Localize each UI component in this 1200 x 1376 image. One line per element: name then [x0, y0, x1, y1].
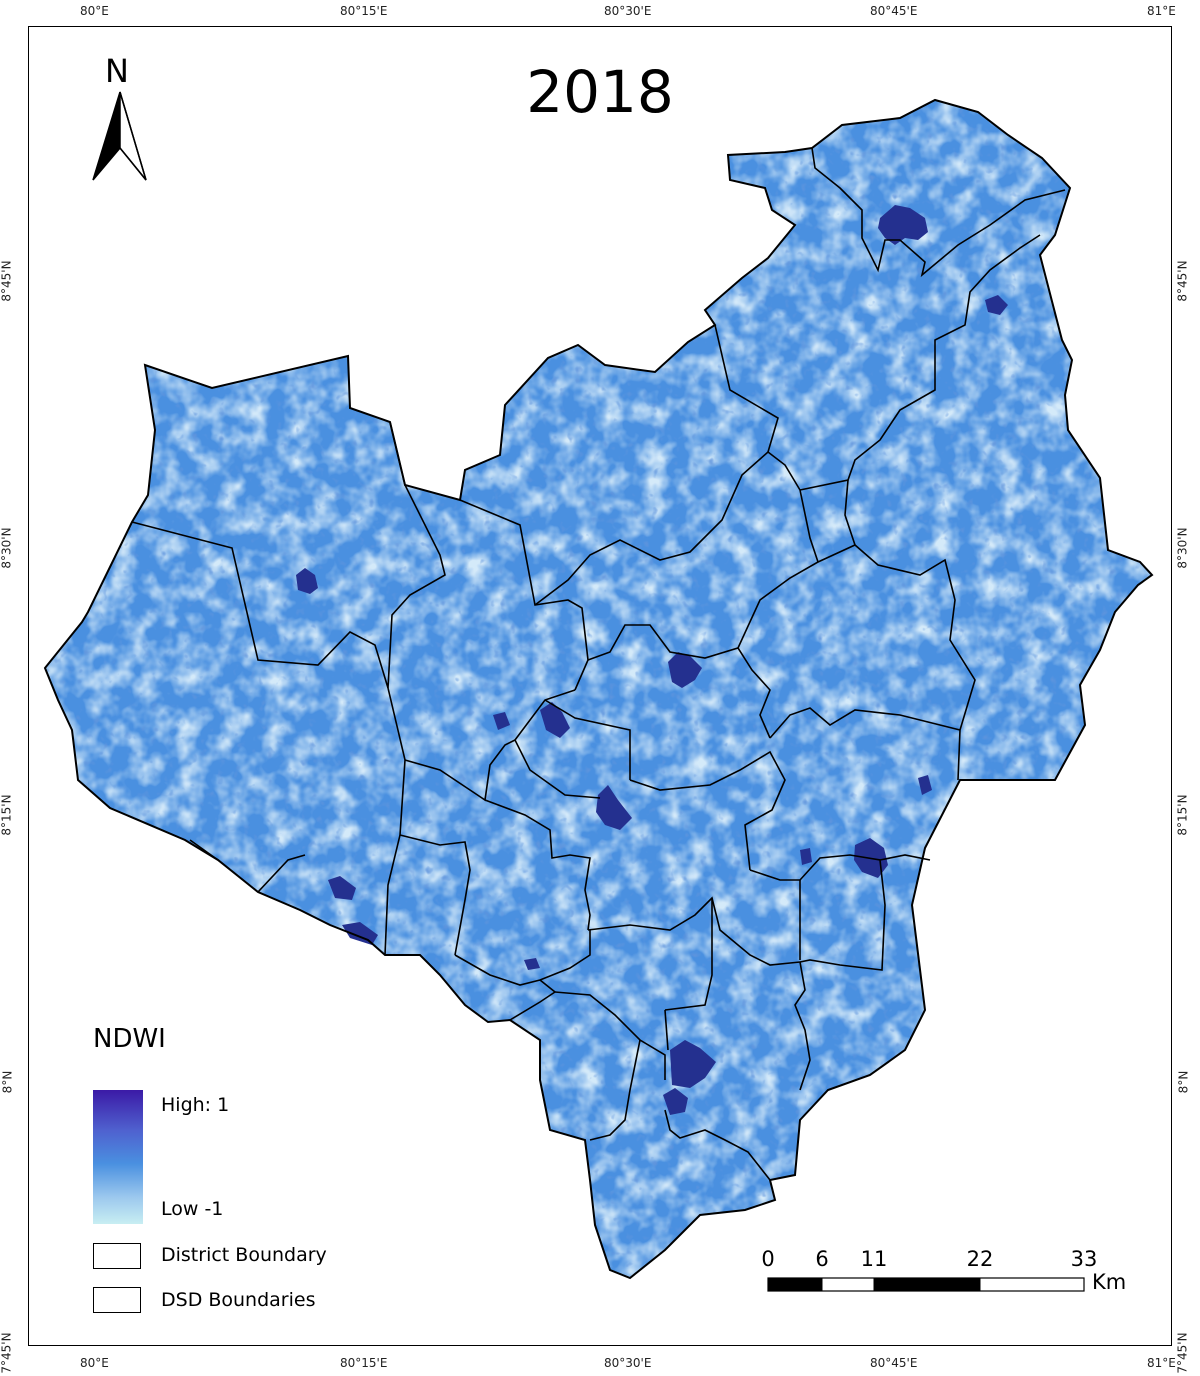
district-boundary-swatch — [93, 1243, 141, 1269]
dsd-boundary-line — [484, 799, 591, 931]
reservoir — [663, 1088, 688, 1115]
dsd-boundary-line — [664, 1009, 669, 1051]
reservoir — [800, 848, 812, 865]
scale-bar-segment — [979, 1277, 1085, 1292]
ndwi-color-ramp — [93, 1090, 143, 1224]
scale-bar-outline — [767, 1277, 1085, 1292]
dsd-boundary-line — [514, 689, 601, 799]
dsd-boundary-line — [811, 147, 1066, 278]
reservoir — [493, 712, 510, 730]
reservoir — [342, 922, 378, 945]
top-tick-label: 81°E — [1147, 4, 1176, 18]
dsd-boundary-line — [544, 699, 631, 780]
reservoir — [328, 876, 356, 900]
bottom-tick-label: 80°15'E — [340, 1356, 388, 1370]
dsd-boundary-line — [509, 979, 557, 1021]
dsd-boundary-line — [587, 624, 771, 739]
dsd-boundary-line — [554, 991, 666, 1080]
top-tick-label: 80°E — [80, 4, 109, 18]
dsd-boundary-line — [664, 1109, 771, 1181]
dsd-boundary-line — [534, 450, 801, 606]
dsd-boundary-swatch — [93, 1287, 141, 1313]
north-label: N — [105, 52, 129, 90]
dsd-boundary-line — [769, 707, 961, 739]
dsd-boundary-line — [664, 898, 713, 1011]
legend-low-label: Low -1 — [161, 1198, 224, 1220]
bottom-tick-label: 80°45'E — [870, 1356, 918, 1370]
scale-label: 6 — [815, 1247, 829, 1271]
legend-district-label: District Boundary — [161, 1244, 327, 1266]
reservoir — [918, 775, 932, 795]
legend-high-label: High: 1 — [161, 1094, 230, 1116]
reservoir — [878, 205, 928, 245]
scale-bar-segment — [821, 1277, 875, 1292]
map-frame — [28, 26, 1172, 1346]
top-tick-label: 80°30'E — [604, 4, 652, 18]
dsd-boundary-line — [844, 479, 856, 546]
north-arrow-outline — [92, 91, 147, 181]
reservoir — [524, 958, 540, 970]
scale-label: 11 — [860, 1247, 888, 1271]
dsd-boundary-line — [131, 521, 389, 689]
dsd-boundary-line — [817, 544, 976, 781]
bottom-tick-label: 80°E — [80, 1356, 109, 1370]
dsd-boundary-line — [629, 750, 786, 871]
reservoir — [668, 652, 702, 688]
north-arrow-icon — [92, 91, 147, 181]
scale-label: 0 — [761, 1247, 775, 1271]
dsd-boundary-line — [399, 834, 471, 956]
top-tick-label: 80°45'E — [870, 4, 918, 18]
scale-bar-segment — [768, 1278, 822, 1291]
dsd-boundaries — [131, 147, 1066, 1181]
reservoir — [596, 785, 632, 830]
dsd-boundary-line — [589, 1039, 641, 1141]
bottom-tick-label: 81°E — [1147, 1356, 1176, 1370]
scale-label: 33 — [1070, 1247, 1098, 1271]
dsd-boundary-line — [794, 961, 811, 1091]
map-title: 2018 — [526, 58, 674, 126]
reservoir — [296, 568, 318, 594]
top-tick-label: 80°15'E — [340, 4, 388, 18]
scale-unit: Km — [1092, 1270, 1127, 1294]
reservoir — [540, 702, 570, 738]
dsd-boundary-line — [799, 234, 1041, 491]
reservoir — [670, 1040, 716, 1088]
bottom-tick-label: 80°30'E — [604, 1356, 652, 1370]
scale-bar-segment — [874, 1278, 980, 1291]
dsd-boundary-line — [714, 324, 779, 453]
dsd-boundary-line — [737, 489, 819, 649]
scale-label: 22 — [966, 1247, 994, 1271]
legend-dsd-label: DSD Boundaries — [161, 1289, 316, 1311]
dsd-boundary-line — [257, 854, 306, 893]
water-bodies — [296, 205, 1008, 1115]
reservoir — [985, 295, 1008, 315]
legend-title: NDWI — [93, 1024, 166, 1054]
scale-bar — [767, 1277, 1085, 1292]
